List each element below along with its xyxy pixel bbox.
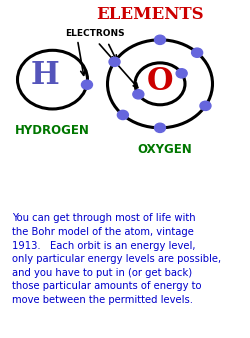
Circle shape: [200, 101, 211, 111]
Text: OXYGEN: OXYGEN: [138, 143, 192, 155]
Text: ELECTRONS: ELECTRONS: [65, 29, 125, 38]
Circle shape: [176, 69, 187, 78]
Text: ELEMENTS: ELEMENTS: [96, 6, 204, 23]
Circle shape: [192, 48, 202, 57]
Text: You can get through most of life with
the Bohr model of the atom, vintage
1913. : You can get through most of life with th…: [12, 213, 222, 305]
Circle shape: [133, 90, 144, 99]
Text: O: O: [147, 66, 173, 97]
Circle shape: [118, 110, 128, 120]
Text: H: H: [30, 60, 60, 91]
Text: HYDROGEN: HYDROGEN: [15, 124, 90, 137]
Circle shape: [154, 35, 166, 44]
Circle shape: [109, 57, 120, 67]
Circle shape: [82, 80, 92, 89]
Circle shape: [154, 123, 166, 132]
